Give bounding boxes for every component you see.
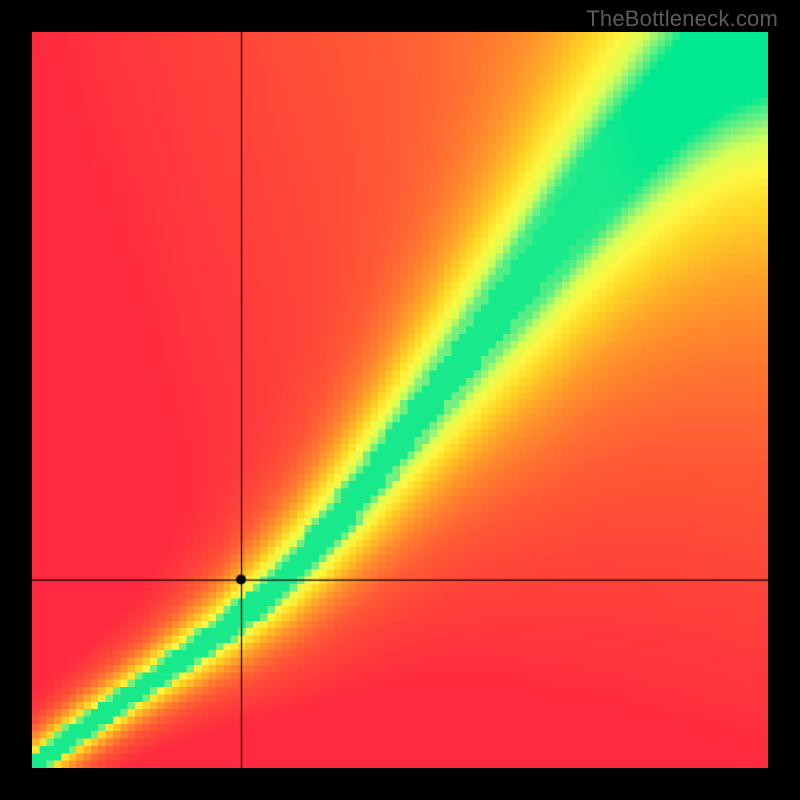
- watermark-label: TheBottleneck.com: [586, 6, 778, 32]
- chart-container: TheBottleneck.com: [0, 0, 800, 800]
- crosshair-overlay: [32, 32, 768, 768]
